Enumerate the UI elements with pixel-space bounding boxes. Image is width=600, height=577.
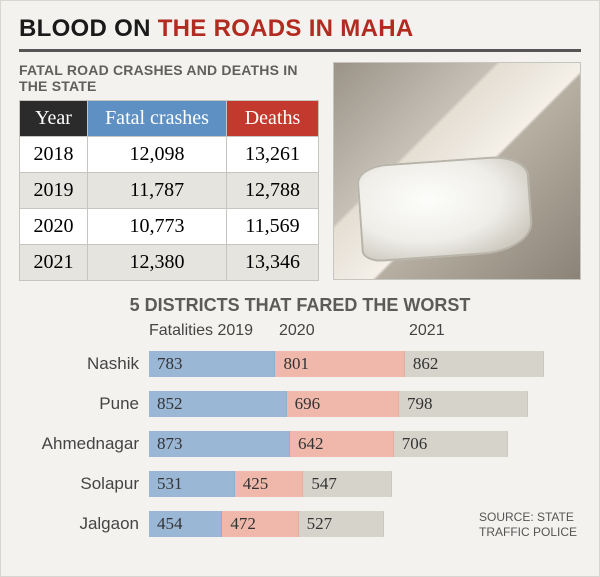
- bar-segment: 706: [394, 431, 508, 457]
- source-line1: SOURCE: STATE: [479, 510, 574, 524]
- infographic-card: BLOOD ON THE ROADS IN MAHA FATAL ROAD CR…: [0, 0, 600, 577]
- crash-photo: [333, 62, 581, 280]
- legend-2021: 2021: [409, 322, 539, 340]
- table-row: 201911,78712,788: [20, 173, 319, 209]
- stats-tbody: 201812,09813,261201911,78712,788202010,7…: [20, 137, 319, 281]
- legend-2019: Fatalities 2019: [149, 322, 279, 340]
- bar-segment: 801: [275, 351, 404, 377]
- chart-title: 5 DISTRICTS THAT FARED THE WORST: [19, 295, 581, 316]
- chart-row: Ahmednagar873642706: [19, 424, 581, 464]
- table-block: FATAL ROAD CRASHES AND DEATHS IN THE STA…: [19, 62, 319, 281]
- district-label: Pune: [19, 394, 149, 414]
- district-label: Ahmednagar: [19, 434, 149, 454]
- bar-segment: 527: [299, 511, 384, 537]
- bar-group: 852696798: [149, 391, 581, 417]
- district-label: Nashik: [19, 354, 149, 374]
- bar-segment: 425: [235, 471, 304, 497]
- table-title: FATAL ROAD CRASHES AND DEATHS IN THE STA…: [19, 62, 319, 94]
- bar-segment: 862: [405, 351, 544, 377]
- bar-group: 783801862: [149, 351, 581, 377]
- headline-part1: BLOOD ON: [19, 15, 158, 42]
- legend-2020: 2020: [279, 322, 409, 340]
- chart-row: Nashik783801862: [19, 344, 581, 384]
- table-row: 202010,77311,569: [20, 209, 319, 245]
- cell-deaths: 13,261: [227, 137, 319, 173]
- cell-deaths: 11,569: [227, 209, 319, 245]
- cell-deaths: 12,788: [227, 173, 319, 209]
- bar-segment: 454: [149, 511, 222, 537]
- district-chart: Fatalities 2019 2020 2021 Nashik78380186…: [19, 322, 581, 544]
- cell-crashes: 11,787: [88, 173, 227, 209]
- headline-part2: THE ROADS IN MAHA: [158, 15, 414, 42]
- bar-segment: 852: [149, 391, 287, 417]
- cell-crashes: 10,773: [88, 209, 227, 245]
- bar-segment: 696: [287, 391, 399, 417]
- col-crashes: Fatal crashes: [88, 101, 227, 137]
- col-year: Year: [20, 101, 88, 137]
- table-row: 201812,09813,261: [20, 137, 319, 173]
- cell-year: 2020: [20, 209, 88, 245]
- bar-segment: 642: [290, 431, 394, 457]
- chart-legend: Fatalities 2019 2020 2021: [19, 322, 581, 340]
- lower-section: 5 DISTRICTS THAT FARED THE WORST Fatalit…: [19, 295, 581, 544]
- bar-segment: 783: [149, 351, 275, 377]
- bar-segment: 547: [303, 471, 391, 497]
- district-label: Jalgaon: [19, 514, 149, 534]
- cell-year: 2019: [20, 173, 88, 209]
- cell-crashes: 12,380: [88, 245, 227, 281]
- headline: BLOOD ON THE ROADS IN MAHA: [19, 15, 581, 52]
- source-credit: SOURCE: STATE TRAFFIC POLICE: [479, 510, 577, 540]
- col-deaths: Deaths: [227, 101, 319, 137]
- source-line2: TRAFFIC POLICE: [479, 525, 577, 539]
- cell-year: 2021: [20, 245, 88, 281]
- district-label: Solapur: [19, 474, 149, 494]
- cell-deaths: 13,346: [227, 245, 319, 281]
- bar-segment: 472: [222, 511, 298, 537]
- chart-row: Solapur531425547: [19, 464, 581, 504]
- chart-row: Pune852696798: [19, 384, 581, 424]
- cell-crashes: 12,098: [88, 137, 227, 173]
- stats-table: Year Fatal crashes Deaths 201812,09813,2…: [19, 100, 319, 281]
- bar-group: 531425547: [149, 471, 581, 497]
- cell-year: 2018: [20, 137, 88, 173]
- table-row: 202112,38013,346: [20, 245, 319, 281]
- bar-segment: 873: [149, 431, 290, 457]
- bar-segment: 531: [149, 471, 235, 497]
- upper-section: FATAL ROAD CRASHES AND DEATHS IN THE STA…: [19, 62, 581, 281]
- bar-segment: 798: [399, 391, 528, 417]
- bar-group: 873642706: [149, 431, 581, 457]
